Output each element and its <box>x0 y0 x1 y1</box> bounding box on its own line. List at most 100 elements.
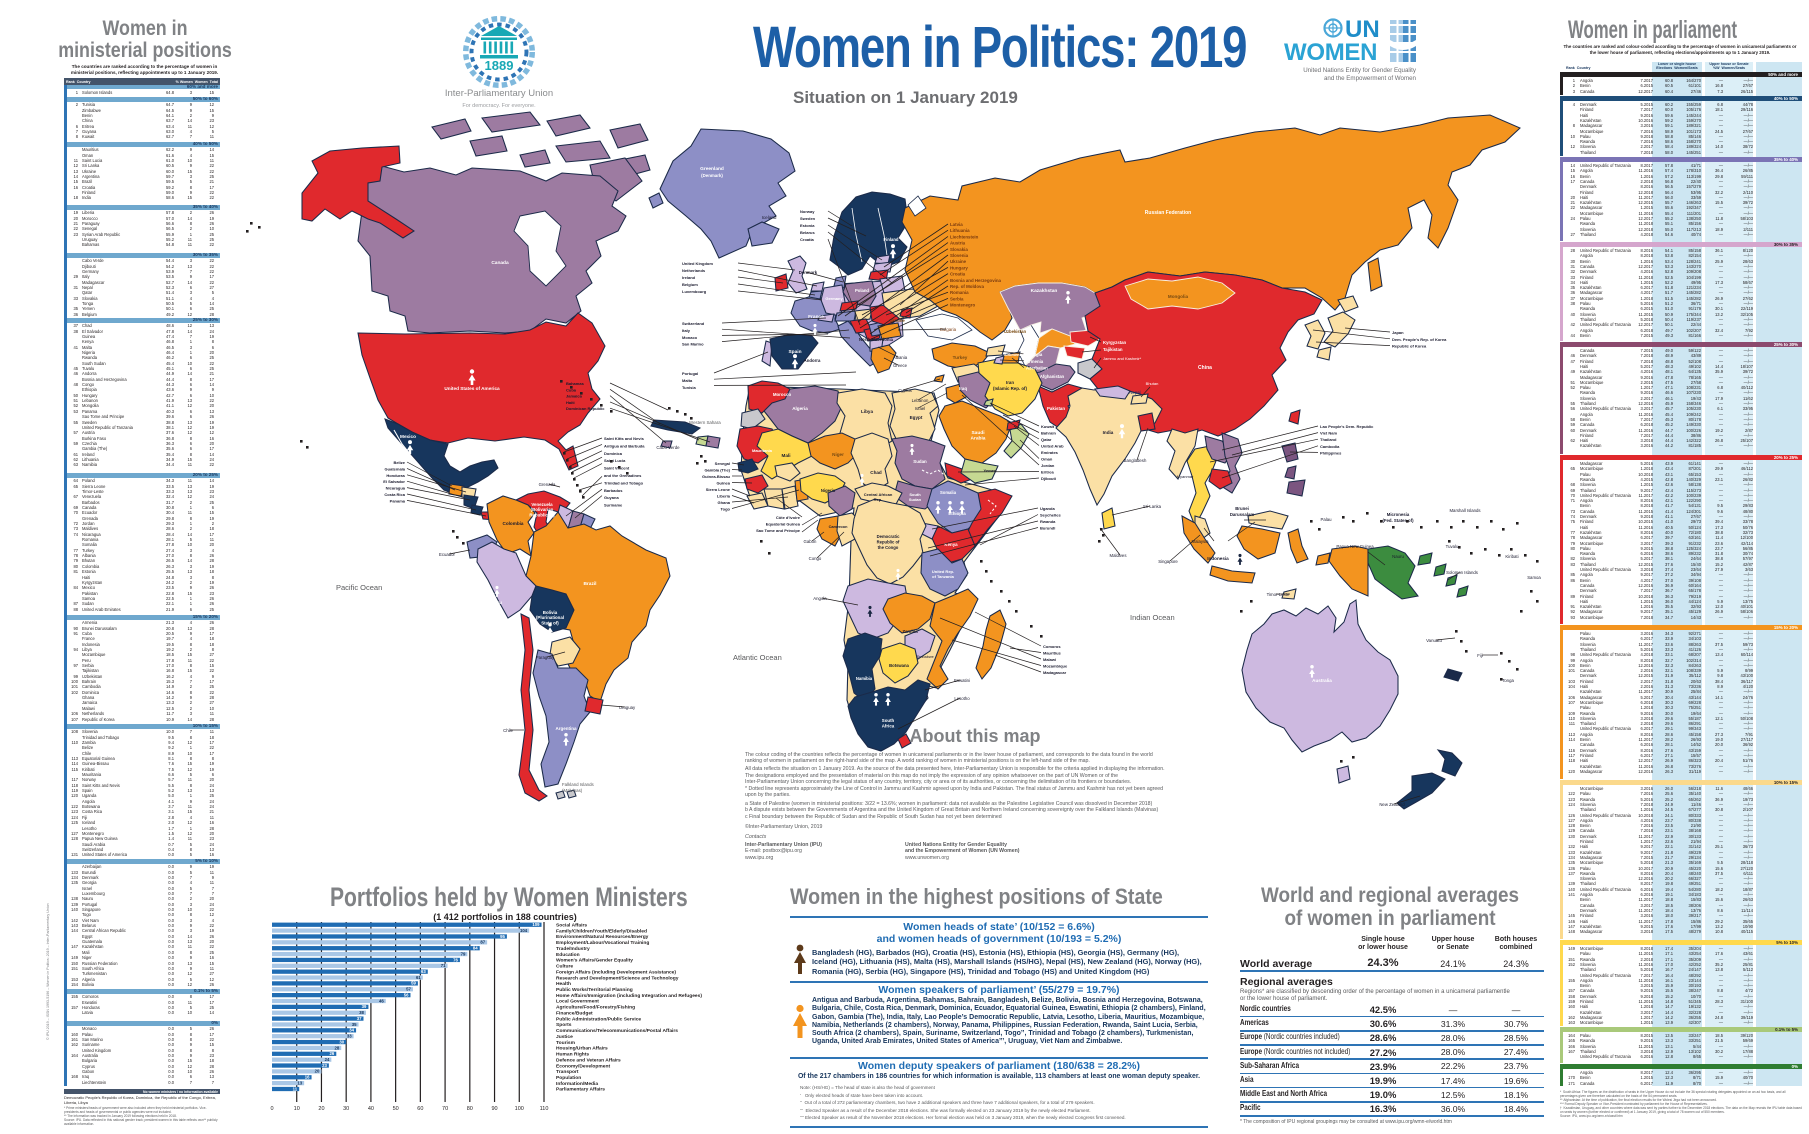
svg-text:Sudan: Sudan <box>913 459 927 464</box>
svg-text:Zimbabwe: Zimbabwe <box>916 655 934 659</box>
svg-text:Greenland: Greenland <box>700 166 724 172</box>
svg-text:Falkland Islands: Falkland Islands <box>562 782 595 787</box>
svg-text:Tonga: Tonga <box>1502 678 1514 683</box>
svg-text:Rep.: Rep. <box>874 497 883 502</box>
svg-text:Saudi: Saudi <box>971 430 984 436</box>
svg-text:Armenia: Armenia <box>1026 359 1044 364</box>
svg-text:109: 109 <box>532 922 540 927</box>
svg-text:56: 56 <box>404 992 409 997</box>
svg-text:Namibia: Namibia <box>856 676 873 681</box>
svg-text:Guatemala: Guatemala <box>385 466 406 471</box>
svg-text:China: China <box>1198 365 1212 371</box>
svg-text:Sweden: Sweden <box>800 216 816 221</box>
svg-text:South: South <box>882 718 895 723</box>
svg-text:Central African: Central African <box>864 492 893 497</box>
svg-text:Research and Development/Scien: Research and Development/Science and Tec… <box>556 975 679 981</box>
svg-text:Jamaica: Jamaica <box>566 394 583 399</box>
svg-text:80: 80 <box>467 1106 473 1112</box>
svg-text:20: 20 <box>318 1106 324 1112</box>
svg-text:71: 71 <box>441 963 446 968</box>
svg-text:Maldives: Maldives <box>1110 553 1127 558</box>
svg-text:59: 59 <box>411 981 416 986</box>
svg-text:Madagascar: Madagascar <box>1043 670 1067 675</box>
svg-text:104: 104 <box>520 928 528 933</box>
svg-text:the Congo: the Congo <box>878 545 899 550</box>
svg-text:Saint Lucia: Saint Lucia <box>604 458 626 463</box>
svg-text:Lao People's Dem. Republic: Lao People's Dem. Republic <box>1320 424 1374 429</box>
svg-text:Pacific Ocean: Pacific Ocean <box>336 583 382 592</box>
svg-text:Malaysia: Malaysia <box>1192 539 1210 544</box>
svg-text:(Plurinational: (Plurinational <box>536 615 564 620</box>
svg-text:Canada: Canada <box>491 260 509 266</box>
svg-text:Republic of: Republic of <box>877 539 900 544</box>
svg-text:Environment/Natural Resources/: Environment/Natural Resources/Energy <box>556 934 649 940</box>
svg-text:Inter-Parliamentary Union: Inter-Parliamentary Union <box>445 88 553 99</box>
svg-text:Health: Health <box>556 981 571 987</box>
svg-text:Honduras: Honduras <box>386 473 405 478</box>
svg-text:Indonesia: Indonesia <box>1207 556 1229 561</box>
svg-text:Togo: Togo <box>721 507 731 512</box>
svg-text:Rwanda: Rwanda <box>1040 519 1056 524</box>
svg-text:Costa Rica: Costa Rica <box>384 492 405 497</box>
svg-text:Argentina: Argentina <box>555 726 576 731</box>
svg-text:Brunei: Brunei <box>1235 506 1249 511</box>
svg-text:Chile: Chile <box>503 728 513 733</box>
svg-text:Iceland: Iceland <box>762 215 777 220</box>
svg-text:Tunisia: Tunisia <box>682 385 696 390</box>
svg-text:Burundi: Burundi <box>1040 526 1055 531</box>
svg-text:26: 26 <box>330 1051 335 1056</box>
svg-text:Qatar: Qatar <box>1041 437 1052 442</box>
svg-text:Slovakia: Slovakia <box>950 247 968 252</box>
svg-text:46: 46 <box>379 998 384 1003</box>
svg-text:Uruguay: Uruguay <box>619 705 636 710</box>
svg-text:Brazil: Brazil <box>583 581 596 587</box>
svg-text:Angola: Angola <box>813 596 827 601</box>
svg-text:30: 30 <box>339 1039 344 1044</box>
svg-text:Guinea: Guinea <box>716 481 730 486</box>
svg-text:Singapore: Singapore <box>1158 559 1178 564</box>
svg-text:El Salvador: El Salvador <box>383 479 405 484</box>
svg-text:Thailand: Thailand <box>1320 437 1337 442</box>
svg-text:Philippines: Philippines <box>1320 450 1342 455</box>
svg-text:Georgia: Georgia <box>1026 352 1043 357</box>
svg-text:Atlantic Ocean: Atlantic Ocean <box>733 653 782 662</box>
svg-text:40: 40 <box>368 1106 374 1112</box>
svg-text:Kiribati: Kiribati <box>1505 554 1518 559</box>
svg-text:Barbados: Barbados <box>604 488 623 493</box>
svg-text:(Islamic Rep. of): (Islamic Rep. of) <box>993 386 1027 391</box>
svg-text:Suriname: Suriname <box>604 503 623 508</box>
svg-text:Greece: Greece <box>893 363 908 368</box>
svg-text:Kazakhstan: Kazakhstan <box>1031 288 1058 294</box>
svg-text:Agriculture/Food/Forestry/Fish: Agriculture/Food/Forestry/Fishing <box>556 1005 635 1011</box>
svg-text:Belarus: Belarus <box>800 230 815 235</box>
svg-text:Romania: Romania <box>950 290 969 295</box>
svg-text:Myanmar: Myanmar <box>1177 474 1194 479</box>
svg-text:Human Rights: Human Rights <box>556 1052 589 1058</box>
svg-text:Mauritania: Mauritania <box>752 448 773 453</box>
svg-text:Sri Lanka: Sri Lanka <box>1143 504 1162 509</box>
svg-text:Uganda: Uganda <box>1040 506 1055 511</box>
svg-text:10: 10 <box>294 1106 300 1112</box>
svg-text:Eswatini: Eswatini <box>954 678 970 683</box>
svg-text:63: 63 <box>421 969 426 974</box>
svg-text:Comoros: Comoros <box>1043 644 1061 649</box>
svg-text:Ireland: Ireland <box>682 275 696 280</box>
svg-text:Croatia: Croatia <box>950 272 966 277</box>
svg-text:of Tanzania: of Tanzania <box>932 574 954 579</box>
svg-text:Congo: Congo <box>809 556 822 561</box>
svg-text:76: 76 <box>453 957 458 962</box>
svg-text:Bangladesh: Bangladesh <box>1124 458 1147 463</box>
svg-text:Luxembourg: Luxembourg <box>682 289 707 294</box>
svg-text:Venezuela: Venezuela <box>531 502 553 507</box>
svg-text:11: 11 <box>293 1086 298 1091</box>
svg-text:Social Affairs: Social Affairs <box>556 922 587 928</box>
svg-text:20: 20 <box>315 1069 320 1074</box>
svg-text:33: 33 <box>347 1034 352 1039</box>
svg-text:100: 100 <box>515 1106 524 1112</box>
svg-text:Malta: Malta <box>682 378 693 383</box>
svg-text:Ecuador: Ecuador <box>439 552 456 557</box>
svg-text:Solomon Islands: Solomon Islands <box>1446 570 1478 575</box>
svg-text:0: 0 <box>270 1106 273 1112</box>
svg-text:Tourism: Tourism <box>556 1040 576 1046</box>
svg-text:Croatia: Croatia <box>800 237 815 242</box>
